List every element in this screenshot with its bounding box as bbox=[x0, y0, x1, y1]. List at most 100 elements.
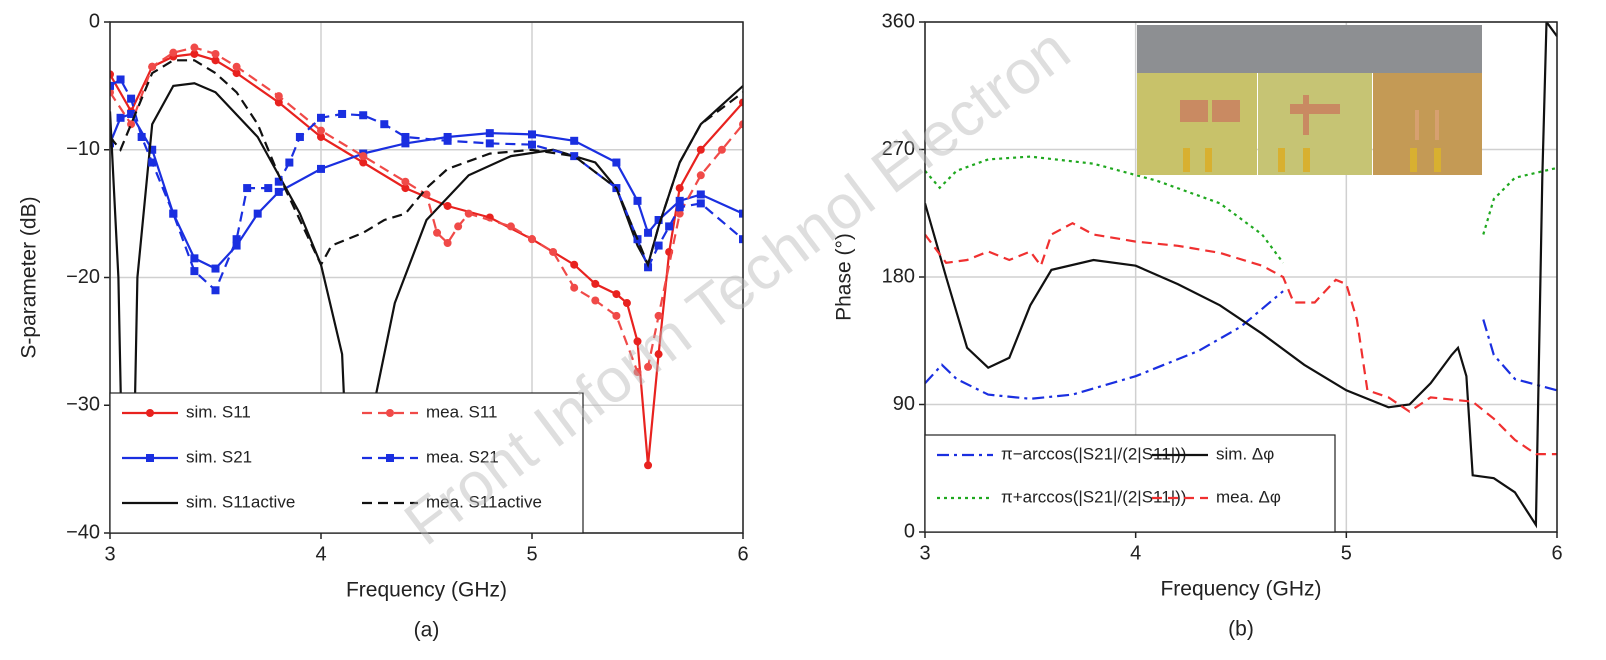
marker bbox=[443, 201, 452, 210]
caption: (b) bbox=[1228, 618, 1254, 641]
y-axis-label: Phase (°) bbox=[833, 233, 856, 321]
marker bbox=[274, 187, 283, 196]
marker bbox=[401, 184, 410, 193]
marker bbox=[190, 43, 199, 52]
marker bbox=[644, 228, 653, 237]
y-tick-label: 180 bbox=[882, 265, 915, 287]
series-line bbox=[110, 82, 743, 533]
marker bbox=[190, 254, 199, 263]
marker bbox=[675, 196, 684, 205]
x-tick-label: 6 bbox=[737, 543, 748, 565]
legend-box bbox=[924, 434, 1336, 533]
legend-label: sim. S21 bbox=[186, 447, 252, 466]
marker bbox=[739, 235, 743, 244]
marker bbox=[211, 264, 220, 273]
inset-photo bbox=[1137, 25, 1482, 175]
plot-lines bbox=[925, 22, 1557, 529]
marker bbox=[696, 171, 705, 180]
series-line bbox=[110, 59, 743, 269]
marker bbox=[612, 290, 621, 299]
marker bbox=[285, 158, 294, 167]
y-tick-label: −30 bbox=[66, 394, 100, 416]
marker bbox=[211, 49, 220, 58]
marker bbox=[359, 158, 368, 167]
marker bbox=[739, 209, 743, 218]
marker bbox=[622, 299, 631, 308]
marker bbox=[190, 267, 199, 276]
marker bbox=[633, 196, 642, 205]
marker bbox=[570, 136, 579, 145]
series-line bbox=[925, 290, 1557, 400]
marker bbox=[443, 239, 452, 248]
marker bbox=[570, 283, 579, 292]
marker bbox=[211, 56, 220, 65]
marker bbox=[696, 190, 705, 199]
x-axis-label: Frequency (GHz) bbox=[1160, 578, 1321, 601]
marker bbox=[274, 177, 283, 186]
marker bbox=[211, 286, 220, 295]
marker bbox=[633, 337, 642, 346]
series-line bbox=[925, 155, 1557, 264]
x-tick-label: 3 bbox=[919, 542, 930, 564]
y-tick-label: 90 bbox=[893, 393, 915, 415]
marker bbox=[253, 209, 262, 218]
marker bbox=[386, 409, 394, 417]
marker bbox=[464, 209, 473, 218]
y-tick-label: 0 bbox=[89, 10, 100, 32]
marker bbox=[528, 235, 536, 244]
marker bbox=[295, 132, 304, 141]
marker bbox=[485, 129, 494, 138]
marker bbox=[110, 70, 114, 79]
marker bbox=[338, 109, 347, 118]
marker bbox=[190, 49, 199, 58]
marker bbox=[127, 109, 136, 118]
marker bbox=[675, 203, 684, 212]
legend-label: π+arccos(|S21|/(2|S11|)) bbox=[1001, 487, 1186, 506]
marker bbox=[274, 92, 283, 101]
legend-label: π−arccos(|S21|/(2|S11|)) bbox=[1001, 444, 1186, 463]
marker bbox=[506, 222, 515, 231]
marker bbox=[359, 111, 368, 120]
marker bbox=[386, 454, 394, 462]
marker bbox=[675, 209, 684, 218]
legend-label: mea. Δφ bbox=[1216, 487, 1281, 506]
y-axis-label: S-parameter (dB) bbox=[18, 196, 41, 358]
marker bbox=[654, 311, 663, 320]
marker bbox=[317, 164, 325, 173]
marker bbox=[232, 69, 241, 78]
marker bbox=[443, 136, 452, 145]
marker bbox=[570, 260, 579, 269]
panel: −40 −30 −20 −10 0 3 4 5 6 sim. S11 sim. S21 sim. S1… bbox=[18, 10, 749, 641]
x-tick-label: 3 bbox=[104, 543, 115, 565]
marker bbox=[422, 190, 431, 199]
marker bbox=[739, 98, 743, 107]
y-tick-label: 0 bbox=[904, 520, 915, 542]
marker bbox=[528, 130, 536, 139]
marker bbox=[665, 222, 674, 231]
plot-lines bbox=[110, 43, 743, 533]
marker bbox=[137, 132, 146, 141]
marker bbox=[654, 241, 663, 250]
marker bbox=[317, 113, 325, 122]
marker bbox=[654, 350, 663, 359]
marker bbox=[232, 62, 241, 71]
marker bbox=[264, 184, 273, 193]
marker bbox=[359, 152, 368, 161]
marker bbox=[696, 199, 705, 208]
marker bbox=[148, 158, 157, 167]
marker bbox=[485, 139, 494, 148]
marker bbox=[169, 209, 178, 218]
marker bbox=[644, 461, 653, 470]
marker bbox=[454, 222, 463, 231]
marker bbox=[401, 139, 410, 148]
y-tick-label: −40 bbox=[66, 521, 100, 543]
legend-label: sim. S11active bbox=[186, 492, 295, 511]
marker bbox=[146, 454, 154, 462]
marker bbox=[380, 120, 389, 129]
y-tick-label: −10 bbox=[66, 138, 100, 160]
x-tick-label: 4 bbox=[1130, 542, 1141, 564]
caption: (a) bbox=[414, 619, 440, 642]
series-line bbox=[925, 22, 1557, 529]
y-tick-label: −20 bbox=[66, 266, 100, 288]
